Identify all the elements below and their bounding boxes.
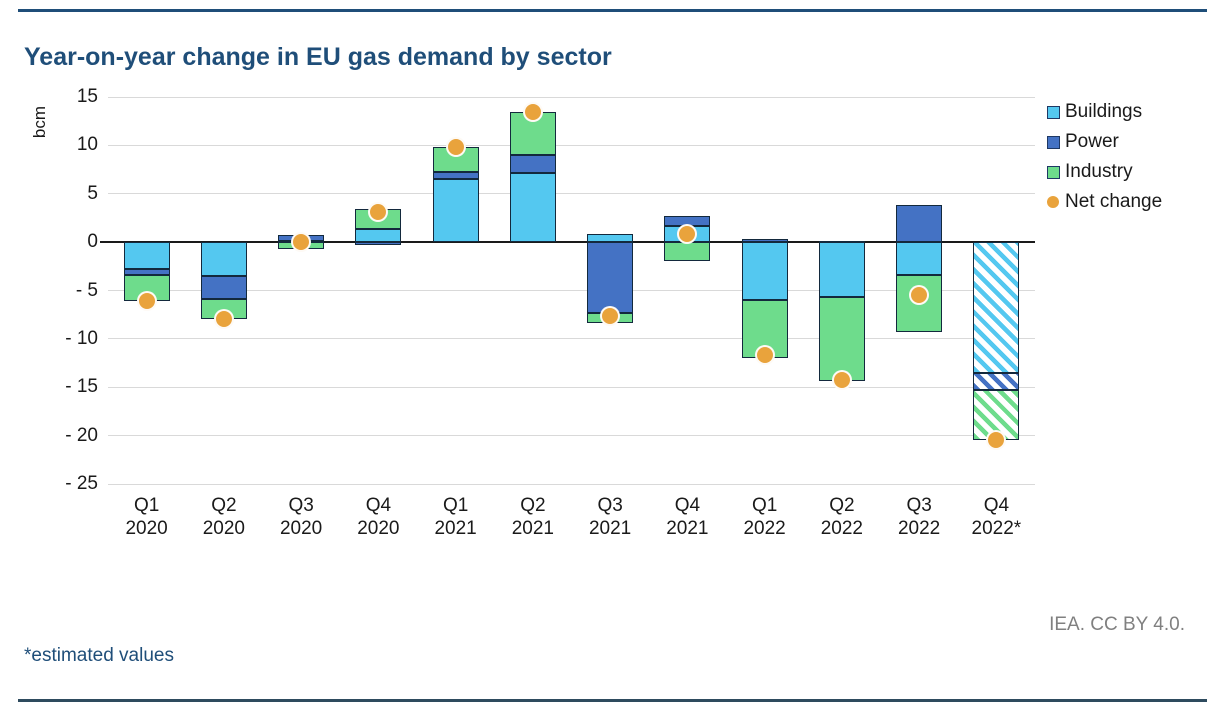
bar-q1-2020-buildings bbox=[123, 242, 170, 270]
bar-q3-2022-industry bbox=[896, 275, 943, 333]
gridline--20 bbox=[108, 435, 1035, 437]
plot-area bbox=[100, 96, 1035, 485]
x-label-q1-2022: Q1 2022 bbox=[743, 495, 786, 539]
footnote-text: *estimated values bbox=[24, 645, 174, 666]
x-label-q4-2022: Q4 2022* bbox=[971, 495, 1022, 539]
gridline-5 bbox=[108, 193, 1035, 195]
x-label-q3-2020: Q3 2020 bbox=[279, 495, 323, 539]
net-change-dot-q4-2022 bbox=[986, 430, 1007, 451]
bar-q4-2022-buildings bbox=[973, 242, 1020, 373]
net-change-dot-q4-2021 bbox=[677, 224, 698, 245]
net-change-dot-q3-2020 bbox=[291, 232, 312, 253]
bar-q1-2022-buildings bbox=[741, 242, 788, 301]
zero-line bbox=[100, 241, 1035, 244]
legend-item-industry: Industry bbox=[1047, 157, 1162, 187]
gridline--10 bbox=[108, 338, 1035, 340]
legend-label-net-change: Net change bbox=[1065, 191, 1163, 212]
bar-q4-2020-power bbox=[355, 242, 402, 246]
net-change-dot-q1-2020 bbox=[136, 291, 157, 312]
bar-q3-2021-power bbox=[587, 242, 634, 313]
bar-q4-2020-buildings bbox=[355, 228, 402, 243]
bar-q1-2021-buildings bbox=[432, 179, 479, 243]
x-label-q3-2022: Q3 2022 bbox=[897, 495, 941, 539]
legend-label-power: Power bbox=[1065, 131, 1119, 152]
top-divider bbox=[18, 9, 1207, 12]
x-label-q4-2020: Q4 2020 bbox=[357, 495, 400, 539]
y-tick-label-0: 0 bbox=[87, 231, 98, 253]
net-change-dot-icon bbox=[1047, 196, 1059, 208]
gridline--5 bbox=[108, 290, 1035, 291]
gridline--15 bbox=[108, 386, 1035, 388]
net-change-dot-q2-2022 bbox=[831, 370, 852, 391]
gridline--25 bbox=[108, 483, 1035, 485]
bar-q3-2022-buildings bbox=[896, 242, 943, 276]
net-change-dot-q2-2020 bbox=[213, 308, 234, 329]
legend: Buildings Power Industry Net change bbox=[1047, 97, 1162, 217]
y-tick-label-10: 10 bbox=[76, 134, 98, 156]
net-change-dot-q4-2020 bbox=[368, 202, 389, 223]
bar-q2-2022-power bbox=[818, 241, 865, 244]
y-tick-label--15: - 15 bbox=[65, 376, 98, 398]
power-swatch-icon bbox=[1047, 135, 1060, 149]
x-label-q4-2021: Q4 2021 bbox=[666, 495, 709, 539]
legend-label-buildings: Buildings bbox=[1065, 101, 1143, 122]
bar-q2-2020-buildings bbox=[200, 242, 247, 276]
bar-q1-2020-power bbox=[123, 269, 170, 275]
legend-item-buildings: Buildings bbox=[1047, 97, 1162, 127]
bar-q2-2022-industry bbox=[818, 297, 865, 382]
y-tick-label-15: 15 bbox=[76, 86, 98, 107]
y-axis-labels: 15 10 5 0 - 5 - 10 - 15 - 20 - 25 bbox=[26, 86, 98, 494]
bar-q4-2022-power bbox=[973, 372, 1020, 391]
x-label-q2-2021: Q2 2021 bbox=[511, 495, 555, 539]
net-change-dot-q1-2021 bbox=[445, 137, 466, 158]
y-tick-label--25: - 25 bbox=[65, 473, 98, 494]
net-change-dot-q1-2022 bbox=[754, 345, 775, 366]
net-change-dot-q2-2021 bbox=[522, 101, 543, 122]
legend-label-industry: Industry bbox=[1065, 161, 1133, 182]
y-tick-label--5: - 5 bbox=[75, 279, 98, 301]
legend-item-power: Power bbox=[1047, 127, 1162, 157]
bottom-divider bbox=[18, 699, 1207, 702]
x-label-q1-2021: Q1 2021 bbox=[434, 495, 477, 539]
legend-item-net-change: Net change bbox=[1047, 187, 1162, 217]
attribution-text: IEA. CC BY 4.0. bbox=[1049, 614, 1185, 635]
net-change-dot-q3-2022 bbox=[909, 285, 930, 306]
gridline-15 bbox=[108, 96, 1035, 98]
x-label-q3-2021: Q3 2021 bbox=[588, 495, 632, 539]
bar-q3-2022-power bbox=[896, 205, 943, 243]
bar-q2-2021-power bbox=[509, 155, 556, 174]
bar-q2-2021-buildings bbox=[509, 173, 556, 243]
y-tick-label-5: 5 bbox=[87, 182, 98, 204]
gridline-10 bbox=[108, 144, 1035, 146]
y-tick-label--10: - 10 bbox=[65, 327, 98, 349]
bar-q1-2022-power bbox=[741, 239, 788, 243]
x-axis-labels: Q1 2020 Q2 2020 Q3 2020 Q4 2020 Q1 2021 Q2 2021 Q3 20… bbox=[108, 494, 1035, 546]
x-label-q2-2022: Q2 2022 bbox=[820, 495, 864, 539]
x-label-q2-2020: Q2 2020 bbox=[202, 495, 246, 539]
bar-q4-2021-industry bbox=[664, 242, 711, 261]
y-tick-label--20: - 20 bbox=[65, 424, 98, 446]
bar-q2-2020-power bbox=[200, 275, 247, 300]
bar-q2-2022-buildings bbox=[818, 242, 865, 298]
buildings-swatch-icon bbox=[1047, 105, 1060, 119]
x-label-q1-2020: Q1 2020 bbox=[125, 495, 168, 539]
chart-title: Year-on-year change in EU gas demand by … bbox=[24, 42, 612, 71]
bar-q3-2021-buildings bbox=[587, 234, 634, 243]
net-change-dot-q3-2021 bbox=[600, 305, 621, 326]
bar-q1-2021-power bbox=[432, 172, 479, 180]
industry-swatch-icon bbox=[1047, 165, 1060, 179]
